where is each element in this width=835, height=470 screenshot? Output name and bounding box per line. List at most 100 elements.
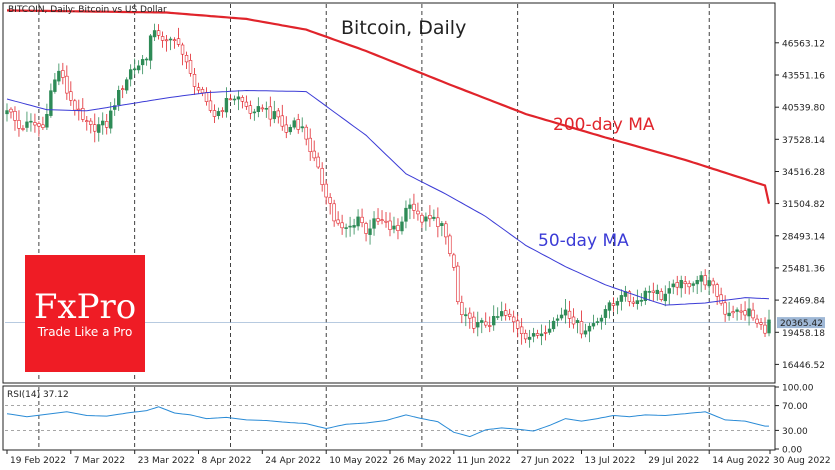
candle xyxy=(719,287,723,306)
candle xyxy=(168,36,173,51)
candle xyxy=(687,280,691,295)
rsi-line xyxy=(6,406,769,438)
candle xyxy=(312,140,316,162)
candle xyxy=(89,118,93,134)
price-tick-label: 46563.12 xyxy=(782,39,825,49)
candle xyxy=(105,114,109,135)
candle xyxy=(208,90,213,113)
rsi-tick-label: 70.00 xyxy=(782,402,808,412)
candle xyxy=(667,281,671,305)
candle xyxy=(224,87,229,118)
ma50-line xyxy=(6,89,770,306)
candle xyxy=(13,106,17,131)
candle xyxy=(571,308,576,329)
candle xyxy=(723,295,727,322)
candle xyxy=(160,31,165,48)
candle xyxy=(288,124,292,135)
candle xyxy=(523,329,528,344)
candle xyxy=(743,301,747,321)
time-tick-label: 26 May 2022 xyxy=(393,456,452,466)
price-tick-label: 43551.16 xyxy=(782,72,825,82)
candle xyxy=(232,95,237,105)
candle xyxy=(152,23,157,41)
candle xyxy=(196,82,201,94)
candle xyxy=(555,314,560,327)
candle xyxy=(531,327,536,343)
rsi-tick-label: 0.00 xyxy=(782,446,802,456)
candle xyxy=(519,318,524,345)
price-tick-label: 31504.82 xyxy=(782,200,825,210)
chart-header: BITCOIN, Daily: Bitcoin vs US Dollar xyxy=(8,5,167,15)
rsi-header: RSI(14) 37.12 xyxy=(7,390,69,400)
ma50-label: 50-day MA xyxy=(538,231,629,251)
time-tick-label: 10 May 2022 xyxy=(329,456,388,466)
candle xyxy=(567,300,572,328)
candle xyxy=(408,198,412,220)
candle xyxy=(364,221,368,242)
current-price-badge: 20365.42 xyxy=(777,317,825,329)
candle xyxy=(404,200,408,229)
time-axis: 19 Feb 2022 7 Mar 2022 23 Mar 2022 8 Apr 20… xyxy=(6,450,831,466)
ma200-line xyxy=(6,9,771,204)
candle xyxy=(695,275,699,294)
candle xyxy=(603,305,608,325)
candles-series xyxy=(5,23,771,348)
candle xyxy=(344,223,348,238)
candle xyxy=(368,219,372,245)
candle xyxy=(515,314,520,338)
candle xyxy=(172,37,177,49)
candle xyxy=(184,51,189,69)
candle xyxy=(5,103,9,122)
candle xyxy=(41,116,45,130)
candle xyxy=(420,212,424,228)
candle xyxy=(619,289,624,311)
candle xyxy=(747,298,751,326)
candle xyxy=(33,113,37,133)
candle xyxy=(615,297,620,315)
time-tick-label: 19 Feb 2022 xyxy=(10,456,66,466)
candle xyxy=(699,271,703,293)
candle xyxy=(101,112,105,135)
candle xyxy=(17,110,21,137)
candle xyxy=(124,77,129,94)
candle xyxy=(707,271,711,295)
candle xyxy=(276,108,280,124)
price-tick-label: 22469.84 xyxy=(782,297,825,307)
candle xyxy=(559,307,564,321)
rsi-panel xyxy=(2,385,776,451)
candle xyxy=(81,98,85,123)
candle xyxy=(244,95,249,110)
candle xyxy=(240,95,245,109)
candle xyxy=(29,113,33,132)
time-tick-label: 30 Aug 2022 xyxy=(773,456,831,466)
candle xyxy=(284,116,288,139)
candle xyxy=(128,64,133,87)
candle xyxy=(607,300,612,319)
candle xyxy=(671,279,675,295)
candle xyxy=(575,318,580,334)
candle xyxy=(675,275,679,296)
candle xyxy=(97,117,101,142)
candle xyxy=(583,323,588,338)
candle xyxy=(272,100,276,124)
candle xyxy=(280,104,284,131)
candle xyxy=(456,262,460,305)
rsi-tick-label: 100.00 xyxy=(782,384,814,394)
candle xyxy=(739,303,743,320)
candle xyxy=(65,65,69,100)
candle xyxy=(484,312,488,328)
candle xyxy=(348,216,352,237)
candle xyxy=(332,199,336,227)
candle xyxy=(643,287,648,305)
candle xyxy=(392,216,396,234)
candle xyxy=(296,113,300,134)
candle xyxy=(472,311,476,334)
price-tick-label: 34516.28 xyxy=(782,168,825,178)
candle xyxy=(176,27,181,47)
candle xyxy=(543,325,548,341)
candle xyxy=(767,309,771,337)
candle xyxy=(336,211,340,226)
candle xyxy=(691,281,695,293)
candle xyxy=(655,284,659,301)
candle xyxy=(507,308,512,321)
